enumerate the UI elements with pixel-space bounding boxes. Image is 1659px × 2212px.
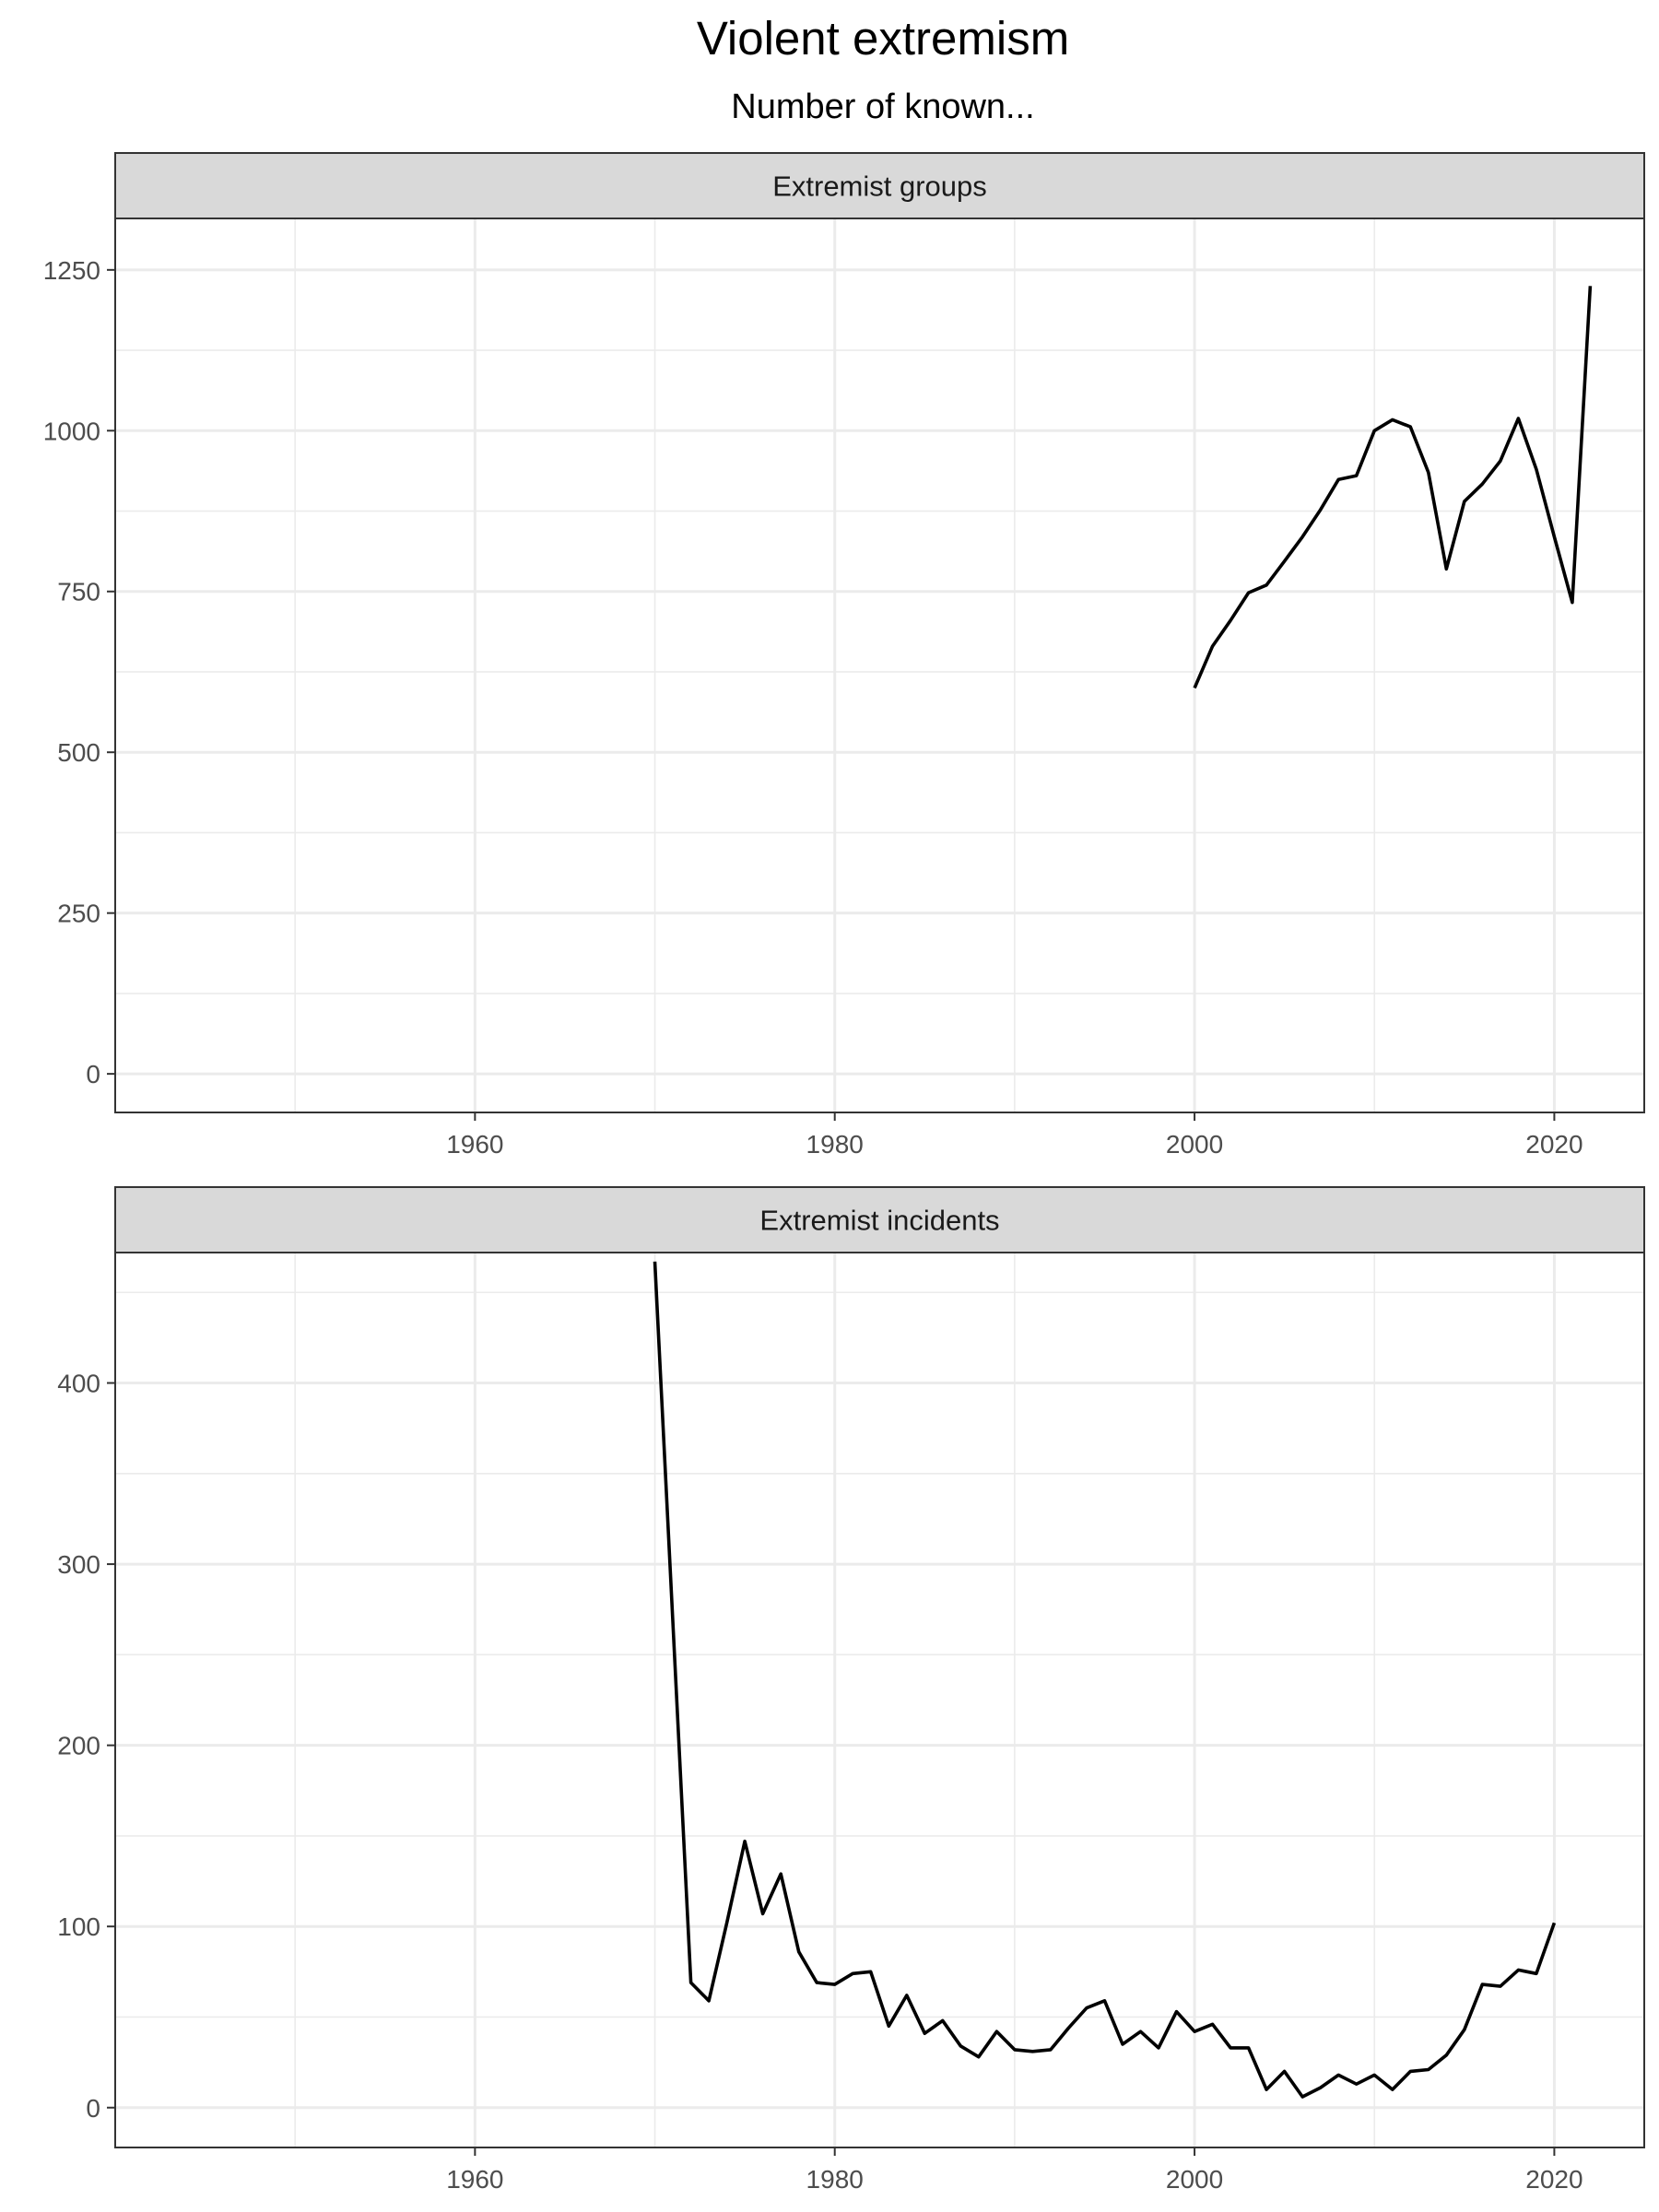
y-tick-label: 500 xyxy=(57,738,100,767)
y-tick-label: 1000 xyxy=(43,417,100,445)
chart-title: Violent extremism xyxy=(697,12,1069,65)
y-tick-label: 0 xyxy=(86,2094,100,2123)
facet-strip xyxy=(114,152,1645,219)
facet-strip xyxy=(114,1186,1645,1253)
x-tick-label: 1980 xyxy=(806,2165,864,2194)
y-tick-label: 750 xyxy=(57,578,100,606)
gridlines xyxy=(115,1253,1644,2147)
y-tick-label: 100 xyxy=(57,1912,100,1941)
x-tick-label: 1960 xyxy=(446,1130,503,1159)
facet-strip-label: Extremist incidents xyxy=(759,1205,999,1237)
y-tick-label: 400 xyxy=(57,1370,100,1398)
x-tick-label: 2020 xyxy=(1525,2165,1583,2194)
facet-strip-label: Extremist groups xyxy=(772,171,987,203)
panel-border xyxy=(114,218,1645,1113)
panel-extremist-groups: Extremist groups 0 250 500 750 1000 1250 1960 19… xyxy=(43,152,1645,1159)
series-line xyxy=(1193,286,1593,689)
x-tick-label: 2000 xyxy=(1166,1130,1223,1159)
y-tick-label: 300 xyxy=(57,1550,100,1579)
x-tick-label: 2000 xyxy=(1166,2165,1223,2194)
y-tick-label: 200 xyxy=(57,1732,100,1760)
series-line xyxy=(653,1261,1557,2099)
x-tick-label: 2020 xyxy=(1525,1130,1583,1159)
gridlines xyxy=(115,218,1644,1112)
x-tick-label: 1960 xyxy=(446,2165,503,2194)
chart-subtitle: Number of known... xyxy=(731,88,1034,126)
y-tick-label: 1250 xyxy=(43,256,100,285)
y-tick-label: 0 xyxy=(86,1060,100,1088)
panel-extremist-incidents: Extremist incidents 0 100 200 300 400 1960 1980… xyxy=(57,1186,1645,2194)
x-tick-label: 1980 xyxy=(806,1130,864,1159)
panel-border xyxy=(114,1252,1645,2148)
y-tick-label: 250 xyxy=(57,900,100,928)
